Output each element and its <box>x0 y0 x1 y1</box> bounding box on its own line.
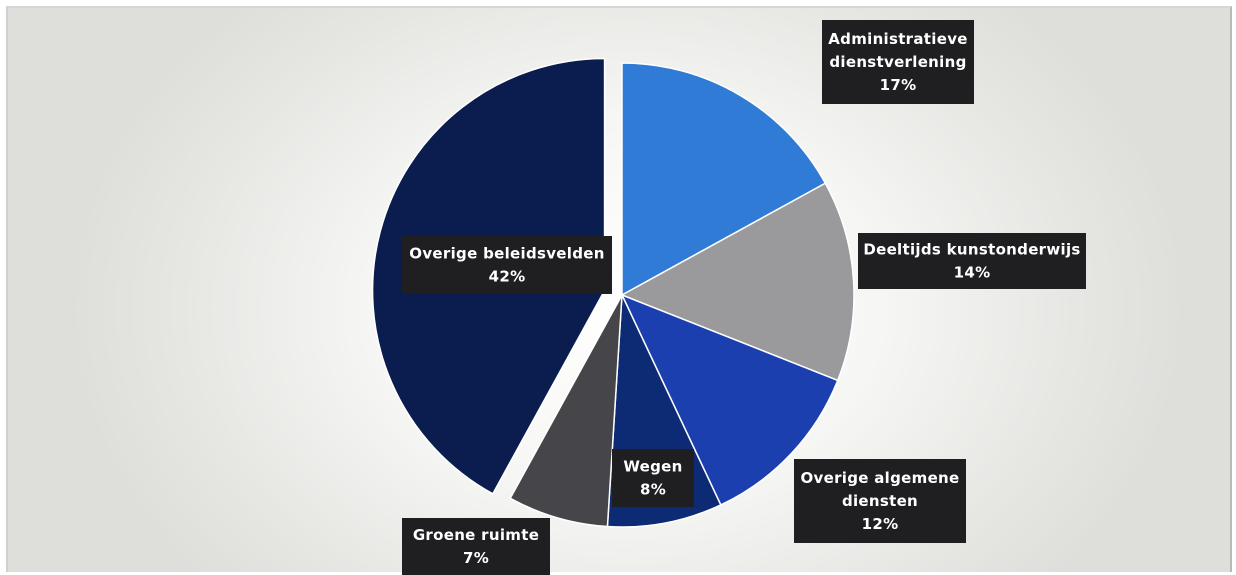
label-box <box>612 449 694 507</box>
label-overige-beleidsvelden: Overige beleidsvelden 42% <box>402 236 612 294</box>
slice-administratieve-dienstverlening <box>621 62 827 297</box>
percentage-label: 8% <box>640 481 666 499</box>
label-administratieve-dienstverlening: Administratieve dienstverlening 17% <box>822 20 974 104</box>
label-box <box>822 20 974 104</box>
slice-overige-algemene-diensten <box>620 293 839 506</box>
category-label: Groene ruimte <box>413 526 539 544</box>
slice-deeltijds-kunstonderwijs <box>620 182 855 382</box>
label-box <box>794 459 966 543</box>
percentage-label: 7% <box>463 549 489 567</box>
percentage-label: 17% <box>880 76 917 94</box>
category-label: Deeltijds kunstonderwijs <box>863 241 1080 259</box>
category-label: Wegen <box>623 458 682 476</box>
label-box <box>402 518 550 575</box>
label-groene-ruimte: Groene ruimte 7% <box>402 518 550 575</box>
category-label: Overige beleidsvelden <box>409 245 604 263</box>
slice-labels: Administratieve dienstverlening 17% Deeltij… <box>402 20 1086 575</box>
label-wegen: Wegen 8% <box>612 449 694 507</box>
percentage-label: 12% <box>862 515 899 533</box>
category-label: diensten <box>842 492 918 510</box>
label-deeltijds-kunstonderwijs: Deeltijds kunstonderwijs 14% <box>858 233 1086 289</box>
percentage-label: 42% <box>489 268 526 286</box>
slice-groene-ruimte <box>509 294 623 528</box>
label-box <box>402 236 612 294</box>
category-label: dienstverlening <box>829 53 966 71</box>
percentage-label: 14% <box>954 264 991 282</box>
label-overige-algemene-diensten: Overige algemene diensten 12% <box>794 459 966 543</box>
category-label: Administratieve <box>828 30 968 48</box>
label-box <box>858 233 1086 289</box>
category-label: Overige algemene <box>800 469 959 487</box>
